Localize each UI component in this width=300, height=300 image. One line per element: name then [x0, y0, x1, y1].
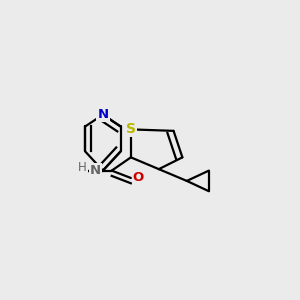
Text: N: N	[97, 108, 109, 121]
Text: O: O	[133, 172, 144, 184]
Text: H: H	[78, 161, 87, 174]
Text: S: S	[126, 122, 136, 136]
Text: N: N	[90, 164, 101, 177]
